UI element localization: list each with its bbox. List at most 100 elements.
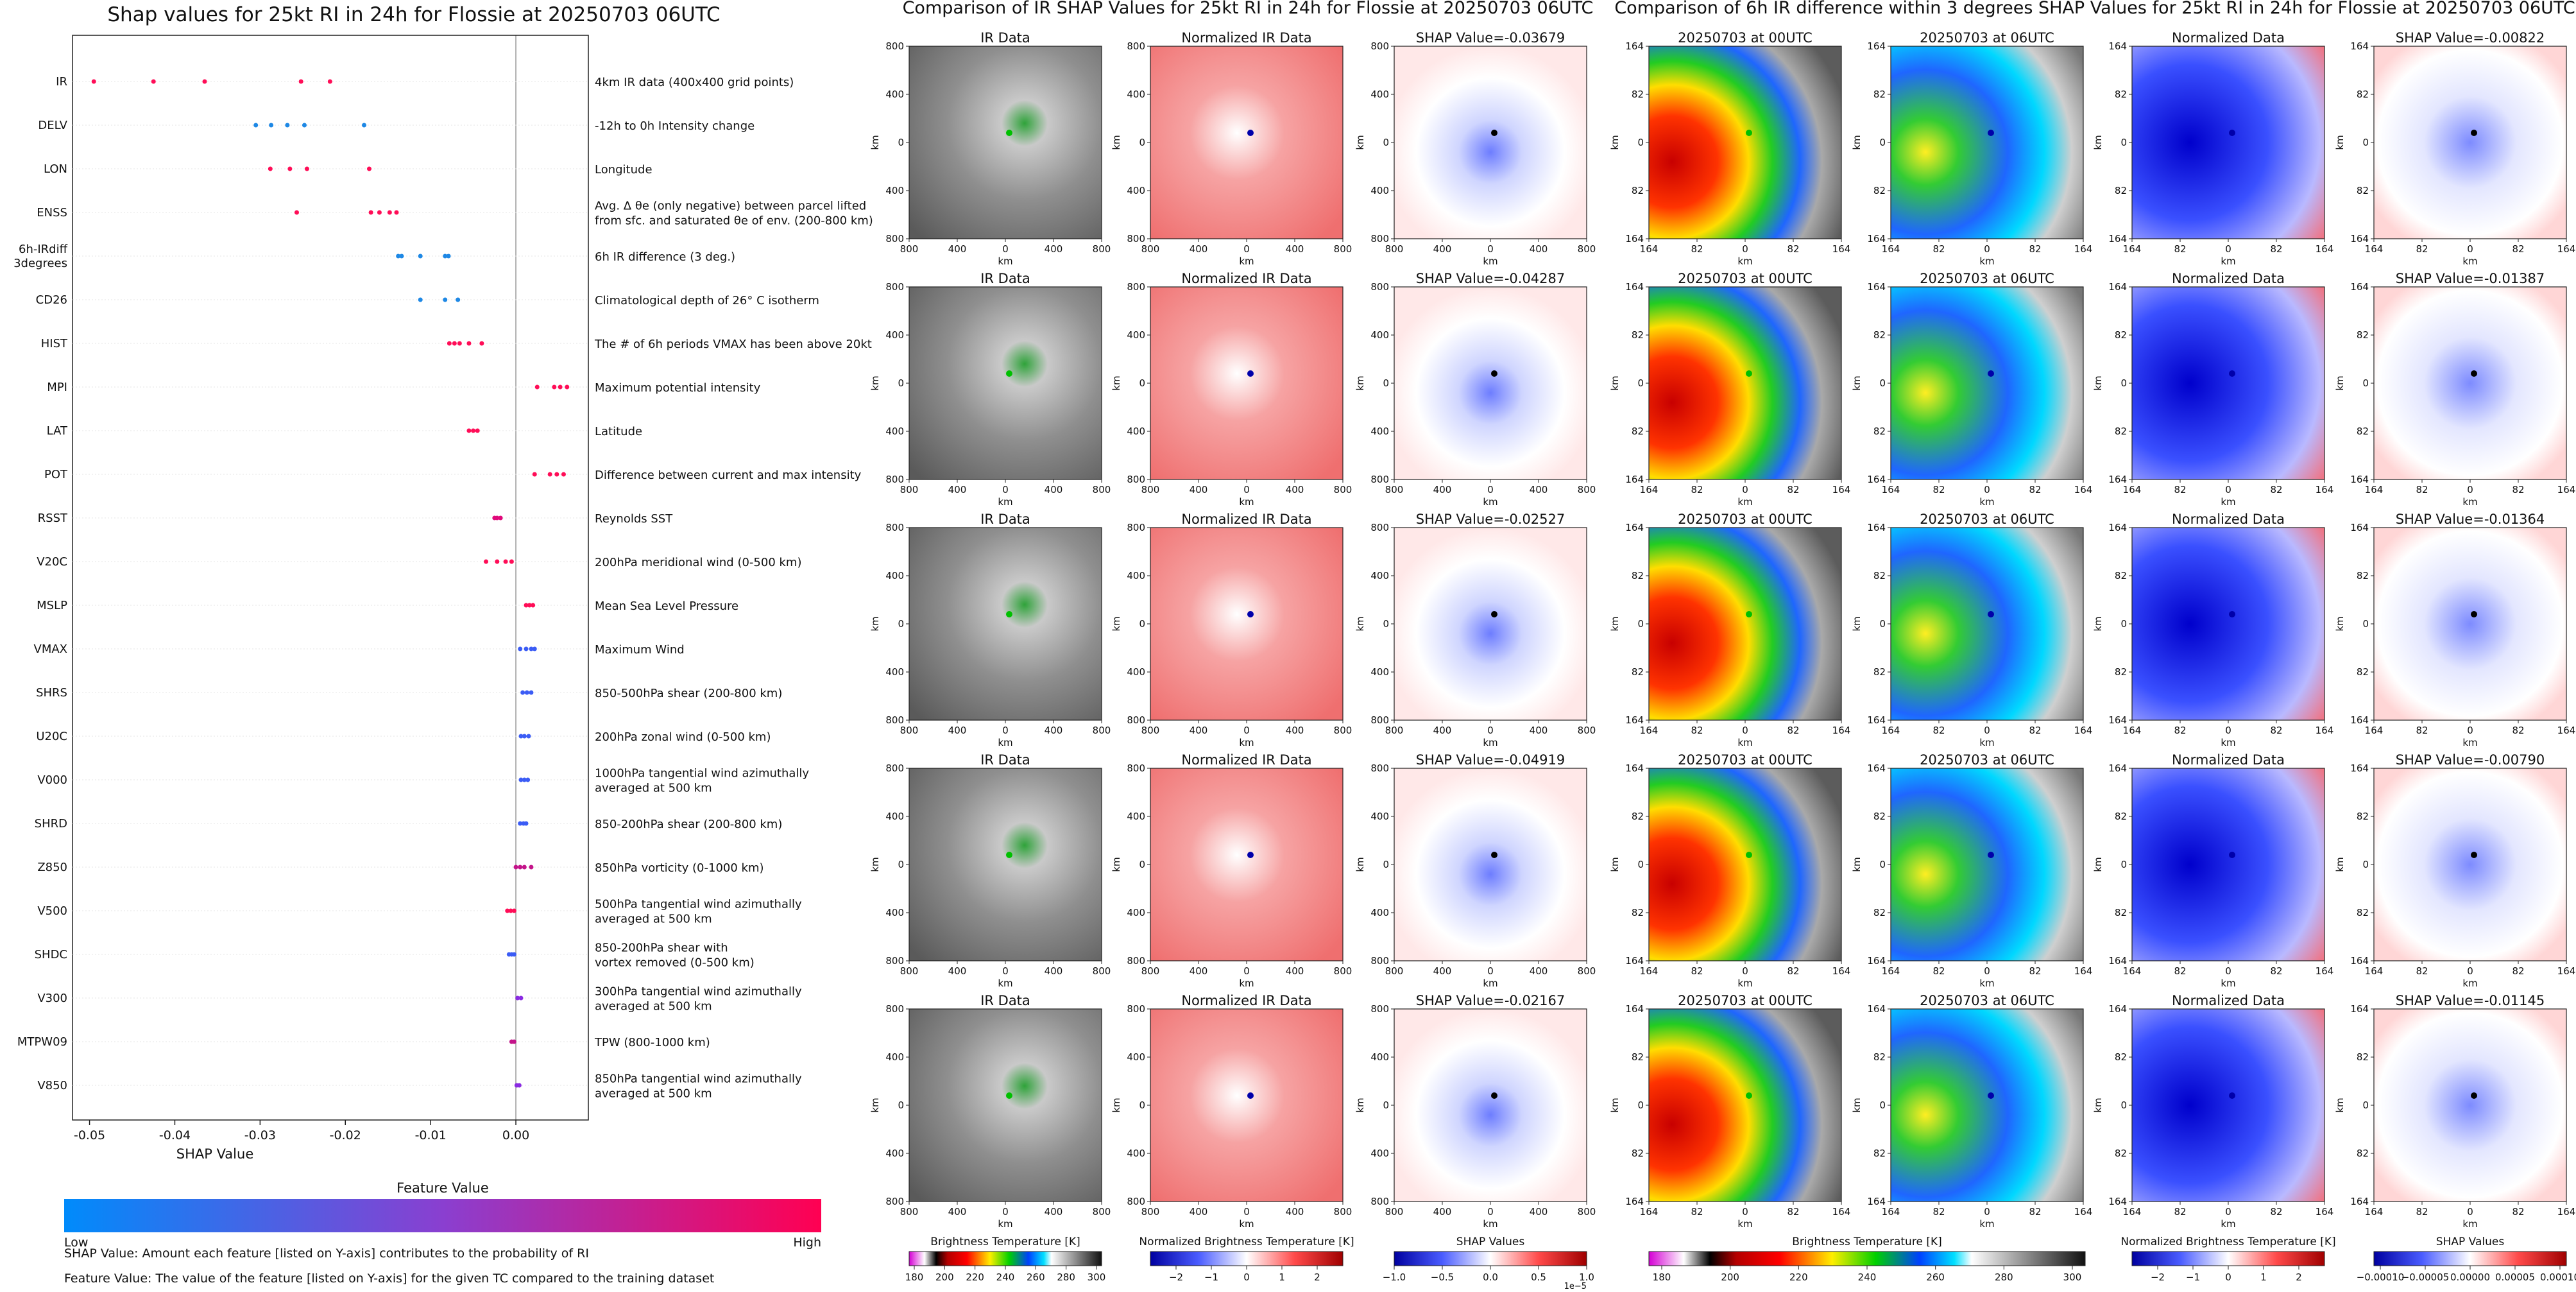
- x-tick-label: 0: [2225, 243, 2231, 255]
- y-tick-label: 400: [1127, 426, 1145, 437]
- diff-center-marker: [2229, 611, 2235, 617]
- shap-point: [526, 734, 531, 739]
- y-tick-label: 164: [1867, 714, 1886, 726]
- x-tick-label: 164: [2365, 725, 2384, 736]
- shap-point: [518, 865, 523, 870]
- x-tick-label: 0.00: [502, 1128, 529, 1142]
- y-tick-label: 164: [1867, 955, 1886, 967]
- y-tick-label: 164: [2350, 233, 2369, 245]
- diff-panel-title: 20250703 at 00UTC: [1678, 752, 1813, 768]
- diff-center-marker: [2229, 852, 2235, 858]
- feature-label-v20c: V20C: [37, 555, 67, 569]
- x-tick-label: 0: [2467, 1206, 2473, 1218]
- y-axis-km-label: km: [1111, 616, 1122, 631]
- colorbar-tick-label: 0.00000: [2450, 1271, 2490, 1283]
- diff-panel-title: 20250703 at 00UTC: [1678, 993, 1813, 1008]
- colorbar-tick-label: 1: [2260, 1271, 2267, 1283]
- shap-point: [505, 908, 510, 913]
- x-tick-label: 0: [1487, 725, 1494, 736]
- shap-point: [520, 690, 525, 695]
- diff-colorbar-label: Normalized Brightness Temperature [K]: [2120, 1236, 2335, 1248]
- y-tick-label: 800: [1127, 762, 1145, 774]
- diff-panel-title: SHAP Value=-0.00790: [2396, 752, 2545, 768]
- ir-panel-title: SHAP Value=-0.02527: [1416, 512, 1565, 527]
- x-tick-label: 800: [1334, 243, 1352, 255]
- x-tick-label: 800: [900, 1206, 919, 1218]
- x-axis-km-label: km: [1483, 255, 1497, 267]
- diff-center-marker: [1746, 852, 1752, 858]
- diff-image: [1649, 1009, 1841, 1202]
- shap-point: [547, 472, 552, 477]
- x-tick-label: 82: [2416, 965, 2428, 977]
- x-tick-label: 164: [1882, 1206, 1900, 1218]
- y-tick-label: 800: [1127, 40, 1145, 52]
- y-tick-label: 400: [1127, 1148, 1145, 1159]
- y-tick-label: 82: [1632, 811, 1644, 822]
- shap-point: [447, 341, 452, 346]
- x-tick-label: 164: [2123, 484, 2142, 495]
- feature-label-6h-irdiff: 6h-IRdiff: [19, 243, 68, 256]
- ir-panel-title: Normalized IR Data: [1181, 512, 1311, 527]
- y-tick-label: 164: [2350, 955, 2369, 967]
- y-tick-label: 164: [1625, 1003, 1644, 1015]
- y-axis-km-label: km: [1851, 375, 1863, 390]
- ir-image: [1394, 46, 1587, 239]
- y-tick-label: 164: [1625, 522, 1644, 533]
- x-tick-label: 164: [1832, 1206, 1851, 1218]
- y-tick-label: 82: [1632, 329, 1644, 341]
- x-tick-label: 800: [1141, 965, 1160, 977]
- y-tick-label: 0: [1637, 137, 1644, 148]
- x-tick-label: 164: [2557, 965, 2576, 977]
- x-axis-km-label: km: [2221, 255, 2235, 267]
- ir-center-marker: [1006, 370, 1012, 377]
- y-tick-label: 800: [1127, 233, 1145, 245]
- feature-desc: 500hPa tangential wind azimuthally: [595, 898, 802, 911]
- y-tick-label: 0: [898, 618, 904, 630]
- y-tick-label: 400: [1127, 89, 1145, 100]
- y-tick-label: 164: [1867, 522, 1886, 533]
- shap-point: [518, 821, 523, 826]
- diff-colorbar-bar: [2131, 1251, 2325, 1266]
- y-tick-label: 0: [1139, 377, 1145, 389]
- diff-colorbar: Normalized Brightness Temperature [K] −2 −…: [2120, 1236, 2335, 1283]
- y-axis-km-label: km: [1354, 1098, 1366, 1112]
- feature-label-shrd: SHRD: [35, 817, 67, 831]
- x-tick-label: -0.05: [74, 1128, 105, 1142]
- x-tick-label: 164: [2123, 965, 2142, 977]
- x-axis-km-label: km: [998, 1218, 1012, 1230]
- y-tick-label: 0: [1383, 1099, 1389, 1111]
- feature-label-ir: IR: [56, 75, 67, 89]
- y-tick-label: 82: [1873, 185, 1886, 196]
- x-tick-label: 82: [2270, 965, 2282, 977]
- x-tick-label: 400: [1530, 243, 1548, 255]
- x-tick-label: 800: [1578, 965, 1596, 977]
- shap-point: [525, 777, 531, 782]
- x-tick-label: 0: [2467, 725, 2473, 736]
- diff-panel-title: Normalized Data: [2172, 993, 2285, 1008]
- diff-panel-title: SHAP Value=-0.01364: [2396, 512, 2545, 527]
- diff-panel-title: Normalized Data: [2172, 30, 2285, 46]
- diff-image: [2374, 768, 2566, 961]
- y-tick-label: 0: [2120, 859, 2127, 870]
- y-tick-label: 400: [885, 907, 904, 918]
- y-axis-km-label: km: [1851, 135, 1863, 150]
- shap-point: [511, 952, 516, 957]
- y-tick-label: 164: [2350, 762, 2369, 774]
- y-tick-label: 0: [1637, 859, 1644, 870]
- ir-group-title: Comparison of IR SHAP Values for 25kt RI…: [903, 0, 1594, 18]
- x-axis-km-label: km: [1483, 496, 1497, 508]
- shap-point: [518, 734, 524, 739]
- y-tick-label: 0: [1139, 137, 1145, 148]
- y-tick-label: 82: [2357, 811, 2369, 822]
- x-axis-km-label: km: [2462, 978, 2477, 989]
- feature-desc: Climatological depth of 26° C isotherm: [595, 294, 819, 307]
- diff-panel-title: Normalized Data: [2172, 271, 2285, 286]
- y-axis-km-label: km: [869, 375, 881, 390]
- x-tick-label: 164: [2074, 243, 2093, 255]
- colorbar-tick-label: 2: [1314, 1271, 1320, 1283]
- x-tick-label: 800: [900, 725, 919, 736]
- y-tick-label: 400: [885, 426, 904, 437]
